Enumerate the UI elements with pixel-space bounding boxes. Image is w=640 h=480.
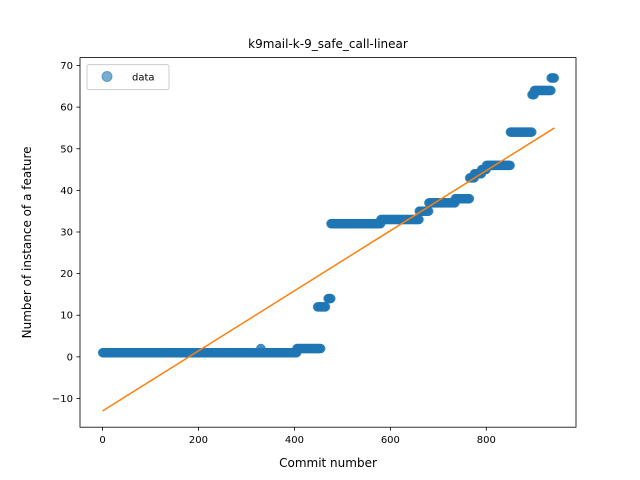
data-point — [326, 293, 336, 304]
linear-fit-line — [102, 127, 555, 412]
data-series — [97, 73, 560, 358]
chart-title: k9mail-k-9_safe_call-linear — [248, 37, 408, 51]
x-axis-label: Commit number — [279, 456, 377, 470]
data-point — [316, 343, 326, 354]
data-point — [414, 214, 424, 225]
data-point — [464, 193, 475, 204]
y-axis-label: Number of instance of a feature — [20, 146, 34, 338]
x-axis: 0 200 400 600 800 — [99, 427, 496, 446]
legend-box — [86, 64, 170, 91]
data-point — [320, 302, 331, 312]
data-point — [527, 127, 537, 137]
x-tick-label: 400 — [285, 435, 304, 446]
y-tick-label: 30 — [60, 227, 73, 238]
data-point — [546, 85, 556, 96]
y-tick-label: 0 — [67, 352, 73, 363]
x-tick-label: 800 — [477, 435, 496, 446]
plot-layer — [97, 73, 560, 412]
y-axis: −10 0 10 20 30 40 50 60 70 — [52, 61, 80, 405]
y-tick-label: 70 — [60, 61, 73, 72]
data-point — [505, 160, 516, 171]
x-tick-label: 200 — [189, 435, 208, 446]
data-point — [549, 73, 560, 83]
x-tick-label: 0 — [99, 435, 105, 446]
axes-frame — [79, 57, 577, 428]
y-tick-label: 10 — [60, 311, 73, 322]
legend-label-data: data — [132, 73, 155, 84]
data-point — [256, 343, 266, 354]
y-tick-label: −10 — [52, 394, 73, 405]
y-tick-label: 60 — [60, 103, 73, 114]
x-tick-label: 600 — [381, 435, 400, 446]
legend: data — [86, 64, 170, 91]
y-tick-label: 40 — [60, 186, 73, 197]
legend-marker — [101, 71, 113, 82]
y-tick-label: 20 — [60, 269, 73, 280]
y-tick-label: 50 — [60, 144, 73, 155]
